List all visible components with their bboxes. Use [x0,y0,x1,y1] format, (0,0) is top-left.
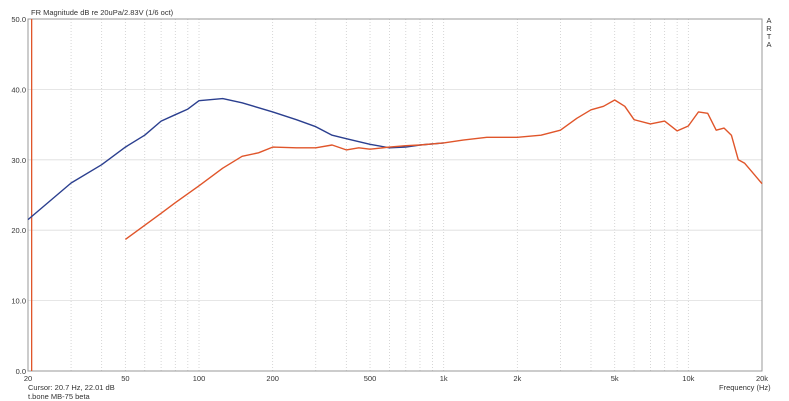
plot-frame [27,18,763,372]
measurement-caption: t.bone MB-75 beta [28,392,90,401]
x-tick-label: 20 [24,374,32,383]
x-tick-label: 5k [611,374,619,383]
series-blue-line [27,97,444,221]
cursor-readout: Cursor: 20.7 Hz, 22.01 dB [28,383,115,392]
y-tick-label: 50.0 [11,15,26,24]
x-axis-label: Frequency (Hz) [719,383,771,392]
x-tick-label: 100 [193,374,206,383]
x-tick-label: 10k [682,374,694,383]
x-tick-label: 500 [364,374,377,383]
x-tick-label: 200 [266,374,279,383]
y-tick-label: 0.0 [16,367,26,376]
y-tick-label: 30.0 [11,156,26,165]
series-red-line [124,99,763,240]
y-tick-label: 20.0 [11,226,26,235]
x-tick-label: 50 [121,374,129,383]
chart-title: FR Magnitude dB re 20uPa/2.83V (1/6 oct) [31,8,174,17]
x-tick-label: 2k [513,374,521,383]
x-tick-label: 1k [440,374,448,383]
x-tick-label: 20k [756,374,768,383]
y-tick-label: 10.0 [11,297,26,306]
y-tick-label: 40.0 [11,85,26,94]
